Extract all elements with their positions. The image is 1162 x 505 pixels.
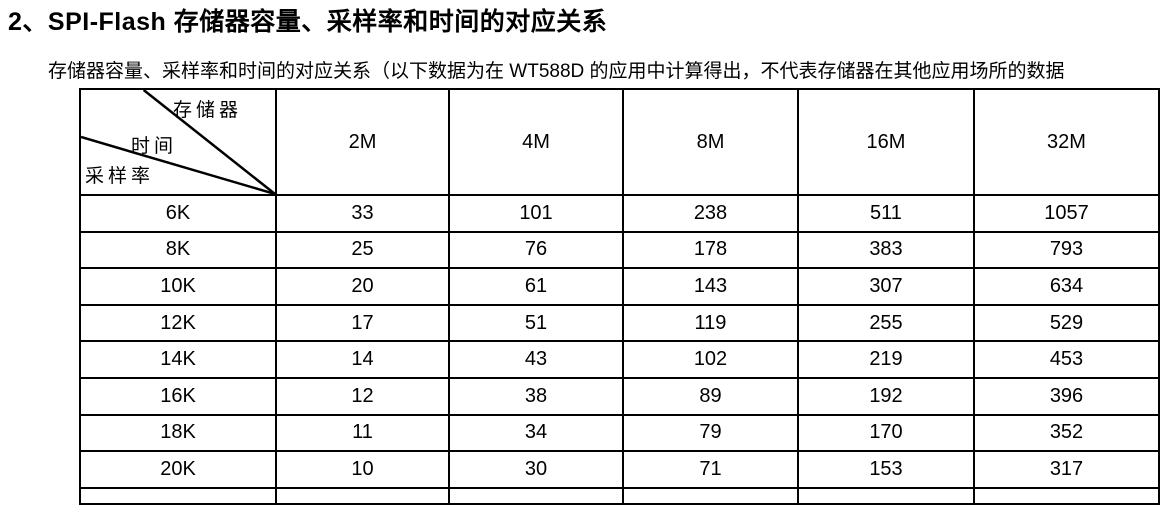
table-cell: 10 xyxy=(275,450,450,489)
row-label: 14K xyxy=(79,340,277,379)
table-cell: 11 xyxy=(275,413,450,453)
corner-label-memory: 存储器 xyxy=(173,100,243,121)
column-header-32m: 32M xyxy=(973,88,1160,196)
table-cell: 317 xyxy=(973,450,1160,489)
table-row: 18K 11 34 79 170 352 xyxy=(79,413,1160,453)
column-header-8m: 8M xyxy=(622,88,799,196)
table-cell: 17 xyxy=(275,303,450,343)
row-label: 16K xyxy=(79,376,277,416)
corner-label-sample-rate: 采样率 xyxy=(85,166,155,187)
table-cell: 33 xyxy=(275,194,450,233)
table-row: 10K 20 61 143 307 634 xyxy=(79,267,1160,306)
table-row: 14K 14 43 102 219 453 xyxy=(79,340,1160,379)
table-cell: 170 xyxy=(797,413,975,453)
row-label: 10K xyxy=(79,267,277,306)
table-cell: 79 xyxy=(622,413,799,453)
table-cell: 219 xyxy=(797,340,975,379)
table-cell: 61 xyxy=(448,267,624,306)
table-cell: 192 xyxy=(797,376,975,416)
table-cell: 307 xyxy=(797,267,975,306)
table-cell: 793 xyxy=(973,230,1160,270)
row-label: 8K xyxy=(79,230,277,270)
table-cell: 153 xyxy=(797,450,975,489)
table-cell: 101 xyxy=(448,194,624,233)
table-cell: 1057 xyxy=(973,194,1160,233)
table-cell: 14 xyxy=(275,340,450,379)
table-cell: 255 xyxy=(797,303,975,343)
row-label: 12K xyxy=(79,303,277,343)
table-cell: 25 xyxy=(275,230,450,270)
table-header-row: 存储器 时间 采样率 2M 4M 8M 16M 32M xyxy=(79,88,1160,196)
table-cell: 511 xyxy=(797,194,975,233)
capacity-samplerate-time-table: 存储器 时间 采样率 2M 4M 8M 16M 32M 6K 33 101 23… xyxy=(79,88,1160,505)
table-cell: 634 xyxy=(973,267,1160,306)
column-header-4m: 4M xyxy=(448,88,624,196)
table-cell: 119 xyxy=(622,303,799,343)
table-cell: 12 xyxy=(275,376,450,416)
intro-text: 存储器容量、采样率和时间的对应关系（以下数据为在 WT588D 的应用中计算得出… xyxy=(48,61,1065,82)
table-cell: 178 xyxy=(622,230,799,270)
table-cell: 529 xyxy=(973,303,1160,343)
table-cell: 76 xyxy=(448,230,624,270)
table-cell: 352 xyxy=(973,413,1160,453)
table-row: 20K 10 30 71 153 317 xyxy=(79,450,1160,489)
table-cell: 396 xyxy=(973,376,1160,416)
corner-label-time: 时间 xyxy=(131,136,178,157)
table-row: 8K 25 76 178 383 793 xyxy=(79,230,1160,270)
column-header-16m: 16M xyxy=(797,88,975,196)
table-cell: 102 xyxy=(622,340,799,379)
table-row: 6K 33 101 238 511 1057 xyxy=(79,194,1160,233)
table-cell: 34 xyxy=(448,413,624,453)
table-cell: 453 xyxy=(973,340,1160,379)
row-label: 18K xyxy=(79,413,277,453)
row-label: 6K xyxy=(79,194,277,233)
table-cell: 51 xyxy=(448,303,624,343)
table-cell: 38 xyxy=(448,376,624,416)
table-cell: 71 xyxy=(622,450,799,489)
table-cell: 43 xyxy=(448,340,624,379)
table-cell: 30 xyxy=(448,450,624,489)
table-cell: 20 xyxy=(275,267,450,306)
table-cell: 143 xyxy=(622,267,799,306)
row-label: 20K xyxy=(79,450,277,489)
table-cell: 238 xyxy=(622,194,799,233)
table-row: 12K 17 51 119 255 529 xyxy=(79,303,1160,343)
corner-cell: 存储器 时间 采样率 xyxy=(79,88,277,196)
column-header-2m: 2M xyxy=(275,88,450,196)
table-row: 16K 12 38 89 192 396 xyxy=(79,376,1160,416)
table-cell: 89 xyxy=(622,376,799,416)
page-title: 2、SPI-Flash 存储器容量、采样率和时间的对应关系 xyxy=(8,8,608,36)
table-cell: 383 xyxy=(797,230,975,270)
diagonal-divider-icon xyxy=(82,91,274,193)
